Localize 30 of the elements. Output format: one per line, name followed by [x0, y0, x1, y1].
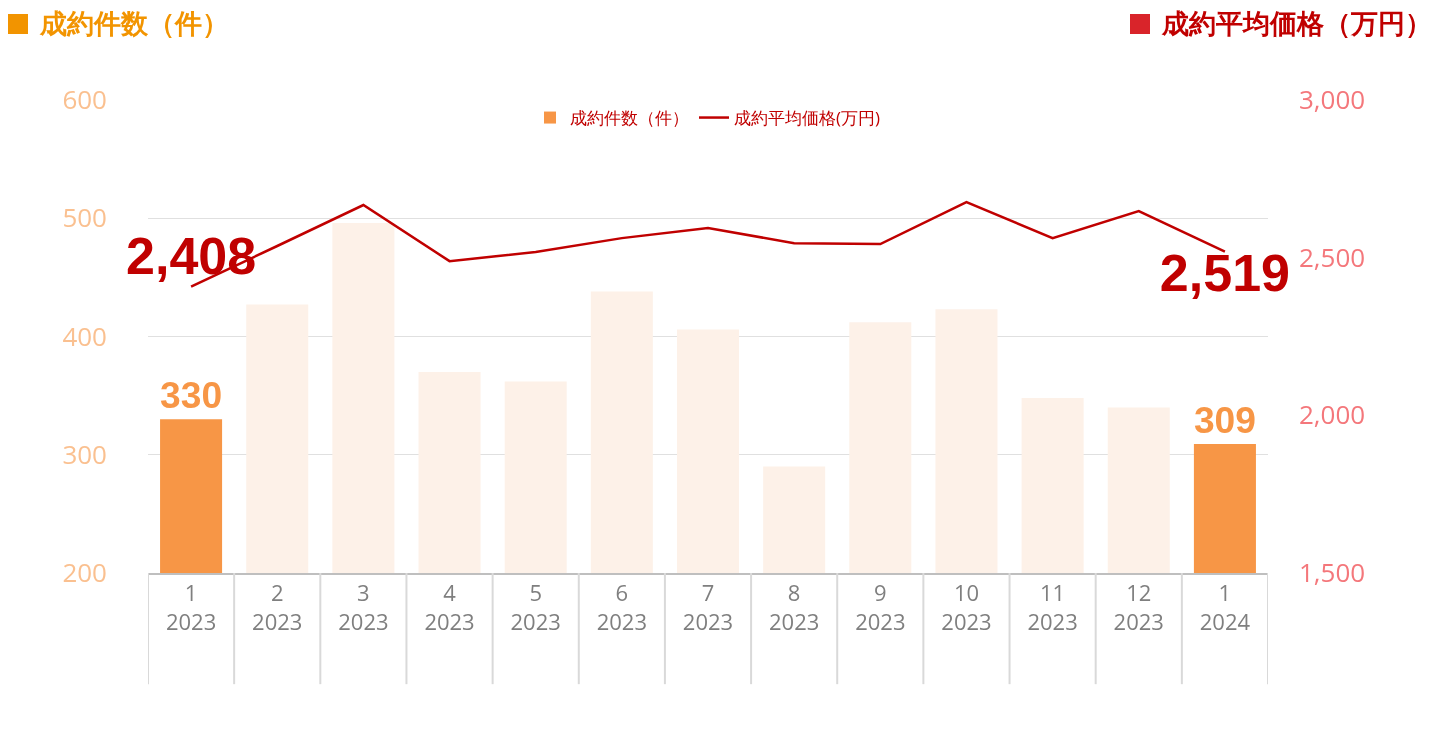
legend-label: 成約件数（件） — [570, 106, 689, 130]
data-label: 2,408 — [126, 226, 257, 285]
x-tick-label: 1 2024 — [1199, 577, 1251, 636]
y2-tick-label: 1,500 — [1299, 554, 1366, 591]
y-tick-label: 200 — [62, 554, 107, 591]
y-tick-label: 500 — [62, 199, 107, 236]
x-tick-label: 7 2023 — [682, 577, 734, 636]
x-tick-label: 12 2023 — [1113, 577, 1164, 636]
x-tick-label: 4 2023 — [424, 577, 475, 636]
y2-tick-label: 3,000 — [1299, 81, 1366, 118]
x-tick-label: 11 2023 — [1027, 577, 1078, 636]
y-axis-title: 成約件数（件） — [40, 7, 229, 41]
x-tick-label: 2 2023 — [252, 577, 303, 636]
y2-tick-label: 2,500 — [1299, 238, 1366, 275]
x-tick-label: 3 2023 — [338, 577, 389, 636]
y-tick-label: 300 — [62, 435, 107, 472]
legend-label: 成約平均価格(万円) — [734, 106, 881, 130]
y2-axis-title: 成約平均価格（万円） — [1162, 7, 1432, 41]
data-label: 2,519 — [1159, 243, 1290, 302]
x-tick-label: 6 2023 — [596, 577, 648, 636]
y-tick-label: 400 — [62, 317, 107, 354]
data-label: 309 — [1193, 399, 1256, 442]
x-tick-label: 5 2023 — [510, 577, 561, 636]
x-tick-label: 10 2023 — [941, 577, 992, 636]
x-tick-label: 8 2023 — [768, 577, 820, 636]
x-tick-label: 9 2023 — [855, 577, 906, 636]
x-tick-label: 1 2023 — [165, 577, 217, 636]
y-tick-label: 600 — [62, 81, 107, 118]
data-label: 330 — [160, 374, 223, 417]
y2-tick-label: 2,000 — [1299, 396, 1366, 433]
